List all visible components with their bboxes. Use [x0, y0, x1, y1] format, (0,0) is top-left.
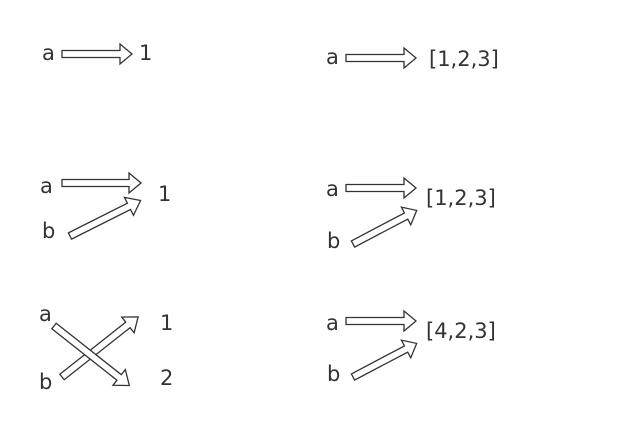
- value-1-label: 1: [160, 311, 173, 335]
- arrow-a: [61, 171, 143, 195]
- arrow-b: [350, 206, 418, 248]
- value-label: 1: [158, 182, 171, 206]
- arrow-b: [58, 316, 139, 381]
- panel-1: a 1: [42, 41, 152, 66]
- var-a-label: a: [42, 41, 55, 65]
- value-label: [1,2,3]: [429, 47, 499, 71]
- var-a-label: a: [326, 45, 339, 69]
- arrow-a: [50, 322, 131, 387]
- value-2-label: 2: [160, 366, 173, 390]
- arrow-a: [345, 309, 418, 333]
- var-b-label: b: [327, 229, 340, 253]
- var-b-label: b: [42, 219, 55, 243]
- var-b-label: b: [327, 362, 340, 386]
- var-a-label: a: [40, 174, 53, 198]
- arrow-a: [345, 176, 418, 200]
- arrow-a: [61, 42, 134, 66]
- arrow-a: [345, 46, 418, 70]
- panel-2: a [1,2,3]: [326, 45, 499, 71]
- var-a-label: a: [326, 311, 339, 335]
- var-b-label: b: [39, 370, 52, 394]
- arrow-b: [350, 339, 418, 381]
- var-a-label: a: [326, 177, 339, 201]
- panel-6: a b [4,2,3]: [326, 309, 496, 386]
- panel-4: a b [1,2,3]: [326, 176, 496, 253]
- value-label: [1,2,3]: [426, 186, 496, 210]
- value-label: [4,2,3]: [426, 319, 496, 343]
- panel-3: a b 1: [40, 171, 171, 243]
- panel-5: a b 1 2: [39, 302, 173, 394]
- var-a-label: a: [39, 302, 52, 326]
- arrow-b: [67, 196, 142, 240]
- value-label: 1: [139, 41, 152, 65]
